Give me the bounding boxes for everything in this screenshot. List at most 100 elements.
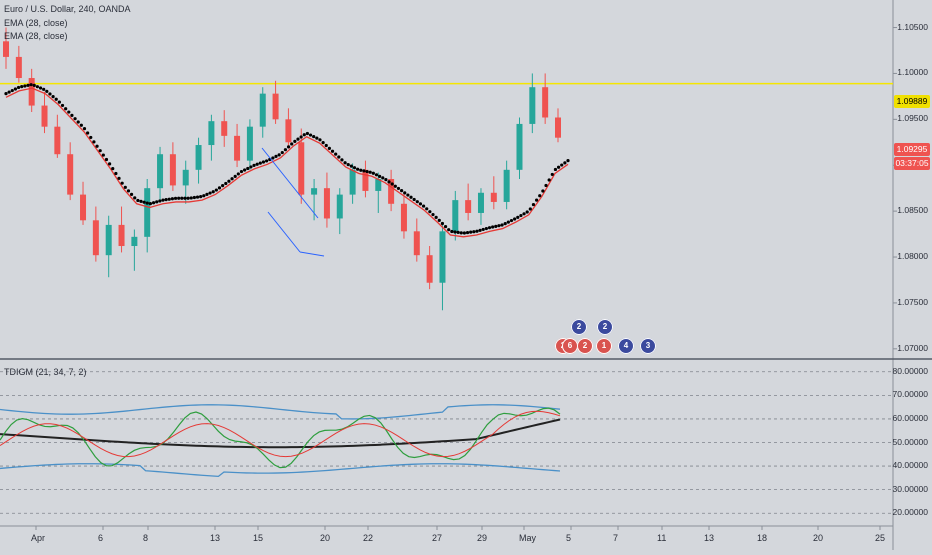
ema-dot (35, 85, 39, 89)
economic-event-icon[interactable]: 4 (618, 338, 634, 354)
ema-dot (469, 230, 473, 234)
ema-dot (189, 196, 193, 200)
ema-dot (560, 163, 564, 167)
ema-dot (500, 223, 504, 227)
time-tick-label: 7 (613, 533, 619, 543)
ema-dot (387, 180, 391, 184)
rsi-line (0, 407, 561, 469)
candle-body (298, 142, 305, 195)
ema-dot (494, 224, 498, 228)
ema-dot (142, 200, 146, 204)
ema-dot (384, 178, 388, 182)
ema-dot (155, 200, 159, 204)
ema-dot (531, 202, 536, 207)
candle-body (413, 231, 420, 256)
time-tick-label: 22 (363, 533, 374, 543)
candle-body (15, 56, 22, 79)
ema-dot (173, 196, 178, 200)
candle-body (208, 121, 215, 146)
trendline (299, 251, 325, 257)
osc-tick-label: 20.00000 (892, 507, 928, 518)
ema-dot (434, 215, 438, 220)
ema-dot (418, 202, 423, 206)
ema-dot (239, 169, 244, 174)
price-tick-label: 1.08000 (897, 251, 928, 262)
ema-dot (264, 159, 269, 163)
ema-dot (324, 143, 328, 148)
economic-event-icon[interactable]: 2 (597, 319, 613, 335)
candle-body (246, 126, 253, 161)
price-tick-label: 1.10500 (897, 21, 928, 32)
ema-dot (525, 210, 529, 214)
ema-dot (330, 149, 335, 153)
candle-body (272, 93, 279, 120)
ema-dot (64, 107, 68, 111)
ema-dot (453, 230, 457, 234)
ema-dot (283, 148, 288, 152)
ema-dot (67, 110, 71, 114)
ema-dot (478, 228, 482, 232)
ema-dot (519, 213, 523, 218)
mid-line (0, 418, 561, 449)
candle-body (118, 224, 125, 247)
ema-dot (503, 222, 507, 226)
time-tick-label: 13 (704, 533, 715, 543)
candle-body (105, 224, 112, 256)
ema-dot (371, 171, 375, 175)
ema-dot (390, 182, 394, 186)
trendline (267, 211, 301, 253)
economic-event-icon[interactable]: 3 (640, 338, 656, 354)
ema-dot (139, 199, 143, 203)
ema-dot (38, 86, 43, 90)
ema-dot (296, 137, 300, 141)
ema-dot (374, 173, 379, 177)
last-price-badge: 1.09295 (894, 143, 930, 156)
ema-dot (89, 135, 93, 140)
ema-dot (440, 221, 445, 226)
candle-body (465, 200, 472, 213)
ema-dot (54, 97, 58, 101)
osc-tick-label: 30.00000 (892, 483, 928, 494)
ema-dot (340, 158, 344, 162)
ema-dot (535, 198, 539, 202)
ema-dot (431, 212, 435, 217)
ema-dot (403, 191, 407, 195)
economic-event-icon[interactable]: 6 (562, 338, 578, 354)
ema-red-line (5, 87, 569, 238)
ema-dot (205, 192, 209, 196)
ema-dot (86, 131, 90, 135)
ema-dot (183, 196, 187, 200)
ema-dot (227, 179, 231, 183)
ema-dot (82, 127, 87, 131)
ema-dot (409, 195, 413, 199)
ema-dot (487, 226, 492, 230)
upper-band (0, 404, 561, 420)
ema-dot (60, 103, 65, 108)
time-tick-label: May (519, 533, 537, 543)
candle-body (67, 154, 74, 195)
ema-dot (192, 195, 196, 200)
ema-dot (481, 227, 485, 232)
economic-event-icon[interactable]: 2 (577, 338, 593, 354)
ema-dot (506, 220, 510, 224)
ema-dot (447, 228, 451, 232)
economic-event-icon[interactable]: 2 (571, 319, 587, 335)
ema-legend-1: EMA (28, close) (4, 18, 68, 28)
ema-dot (195, 195, 200, 199)
ema-dot (459, 231, 463, 235)
ema-dot (412, 197, 416, 202)
candle-body (169, 154, 176, 186)
price-tick-label: 1.10000 (897, 67, 928, 78)
ema-dot (318, 138, 322, 142)
economic-event-icon[interactable]: 1 (596, 338, 612, 354)
ema-dot (10, 88, 14, 93)
ema-dot (544, 183, 548, 188)
ema-dot (393, 184, 397, 188)
ema-dot (352, 166, 357, 170)
ema-dot (484, 226, 488, 231)
ema-dot (261, 160, 266, 164)
ema-dot (23, 84, 27, 88)
candle-body (323, 188, 330, 219)
